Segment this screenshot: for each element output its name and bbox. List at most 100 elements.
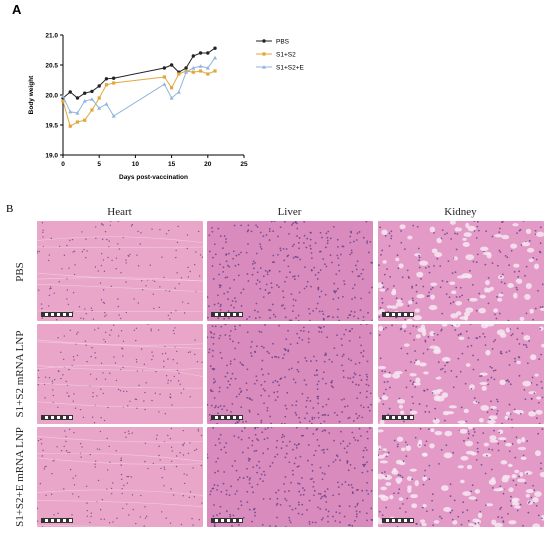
nucleus: [362, 316, 365, 318]
nucleus: [66, 298, 68, 300]
nucleus: [37, 507, 39, 510]
nucleus: [378, 454, 380, 457]
nucleus: [440, 449, 443, 451]
nucleus: [513, 270, 516, 273]
nucleus: [326, 336, 328, 339]
nucleus: [248, 482, 251, 485]
series-s1-s2-e: [61, 55, 218, 118]
nucleus: [293, 443, 296, 446]
tubule-lumen: [498, 437, 507, 441]
nucleus: [327, 414, 330, 417]
data-point: [206, 51, 210, 55]
series-line: [62, 47, 216, 99]
nucleus: [370, 403, 372, 406]
tubule-lumen: [480, 324, 489, 329]
nucleus: [223, 405, 225, 408]
nucleus: [319, 231, 322, 234]
nucleus: [318, 330, 321, 333]
nucleus: [504, 254, 507, 257]
nucleus: [312, 485, 315, 488]
fiber-streak: [37, 236, 203, 244]
nucleus: [153, 307, 155, 310]
nucleus: [499, 251, 502, 253]
nucleus: [234, 300, 237, 303]
nucleus: [233, 224, 236, 227]
tubule-lumen: [431, 248, 438, 254]
nucleus: [52, 394, 55, 397]
fiber-streak: [37, 457, 203, 465]
tubule-lumen: [378, 282, 383, 289]
nucleus: [198, 230, 200, 233]
nucleus: [74, 264, 76, 266]
nucleus: [283, 435, 286, 438]
nucleus: [254, 514, 256, 517]
nucleus: [238, 476, 241, 479]
nucleus: [284, 415, 287, 418]
x-tick-label: 15: [168, 161, 176, 168]
nucleus: [306, 396, 309, 399]
nucleus: [316, 383, 319, 386]
tubule-lumen: [453, 256, 458, 261]
fiber-streak: [37, 489, 203, 496]
nucleus: [317, 492, 320, 495]
nucleus: [404, 511, 407, 513]
nucleus: [366, 430, 369, 433]
nucleus: [310, 422, 313, 424]
nucleus: [426, 295, 429, 298]
nucleus: [176, 272, 178, 274]
nucleus: [285, 276, 288, 279]
nucleus: [262, 235, 265, 238]
nucleus: [480, 374, 483, 377]
nucleus: [272, 342, 274, 345]
scale-bar: [382, 518, 414, 523]
nucleus: [337, 257, 340, 260]
nucleus: [539, 226, 542, 229]
nucleus: [171, 404, 173, 406]
nucleus: [323, 473, 326, 475]
nucleus: [240, 291, 243, 294]
nucleus: [431, 499, 433, 502]
nucleus: [511, 427, 514, 429]
nucleus: [414, 386, 417, 388]
nucleus: [516, 288, 519, 291]
tubule-lumen: [480, 246, 489, 252]
nucleus: [365, 489, 368, 492]
scale-bar: [41, 415, 73, 420]
tubule-lumen: [466, 464, 473, 470]
nucleus: [189, 491, 192, 493]
nucleus: [129, 253, 131, 256]
nucleus: [268, 230, 271, 233]
nucleus: [58, 281, 60, 283]
nucleus: [173, 375, 175, 378]
nucleus: [508, 450, 511, 453]
nucleus: [121, 348, 124, 350]
nucleus: [311, 469, 314, 472]
nucleus: [292, 473, 294, 476]
nucleus: [424, 339, 427, 342]
nucleus: [269, 465, 272, 468]
tubule-lumen: [433, 395, 441, 402]
nucleus: [208, 305, 210, 308]
nucleus: [248, 459, 250, 462]
nucleus: [100, 264, 103, 267]
nucleus: [415, 284, 418, 287]
nucleus: [213, 525, 216, 527]
nucleus: [182, 495, 184, 497]
nucleus: [167, 314, 170, 317]
tubule-lumen: [380, 495, 389, 501]
nucleus: [163, 276, 165, 279]
nucleus: [284, 376, 286, 379]
nucleus: [514, 456, 517, 459]
nucleus: [109, 224, 111, 227]
nucleus: [412, 299, 414, 302]
nucleus: [122, 507, 124, 510]
nucleus: [183, 442, 186, 444]
nucleus: [533, 489, 536, 492]
tubule-lumen: [443, 452, 453, 459]
legend-marker: [262, 65, 266, 69]
nucleus: [296, 332, 299, 335]
nucleus: [317, 402, 320, 405]
tubule-lumen: [458, 336, 465, 340]
nucleus: [256, 471, 259, 474]
nucleus: [177, 380, 180, 382]
